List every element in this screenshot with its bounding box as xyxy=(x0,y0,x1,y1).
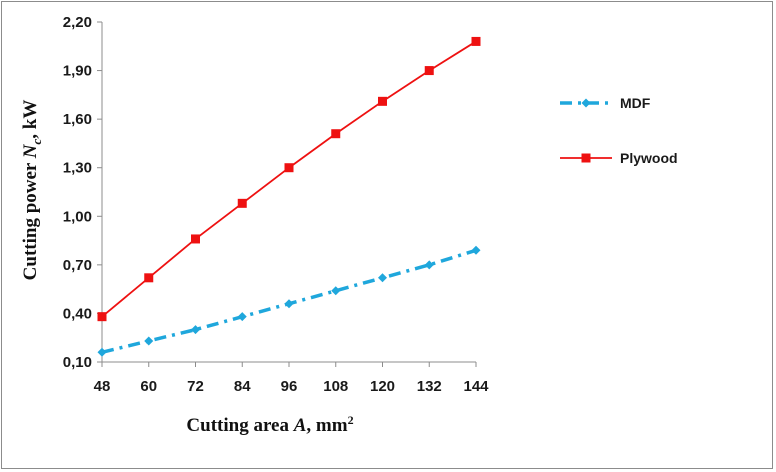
x-axis-title-sup: 2 xyxy=(348,413,354,427)
data-point-plywood xyxy=(378,96,387,106)
data-point-plywood xyxy=(97,312,107,322)
axes xyxy=(101,22,476,363)
legend-label-mdf: MDF xyxy=(620,95,651,111)
legend-label-plywood: Plywood xyxy=(620,150,678,166)
x-tick-labels: 48 60 72 84 96 108 120 132 144 xyxy=(94,362,489,395)
data-point-mdf xyxy=(144,336,154,346)
x-tick-label: 48 xyxy=(94,378,111,395)
series-markers xyxy=(97,36,481,357)
data-point-plywood xyxy=(144,273,154,283)
data-point-mdf xyxy=(378,273,387,283)
data-point-mdf xyxy=(237,312,247,322)
y-tick-label: 1,90 xyxy=(63,63,92,80)
data-point-mdf xyxy=(191,325,200,335)
x-tick-label: 120 xyxy=(370,378,395,395)
y-tick-label: 1,00 xyxy=(63,208,92,225)
y-axis-title-var: N xyxy=(20,143,41,159)
y-tick-label: 2,20 xyxy=(63,14,92,31)
data-point-mdf xyxy=(97,347,107,357)
y-tick-labels: 0,10 0,40 0,70 1,00 1,30 1,60 1,90 2,20 xyxy=(63,14,102,371)
data-point-mdf xyxy=(331,286,341,296)
legend-marker-mdf xyxy=(581,98,591,108)
x-axis-title-text: Cutting area xyxy=(186,415,293,436)
x-tick-label: 132 xyxy=(417,378,442,395)
data-point-plywood xyxy=(191,234,200,244)
data-point-plywood xyxy=(237,198,247,208)
legend: MDF Plywood xyxy=(560,95,678,166)
y-tick-label: 1,30 xyxy=(63,160,92,177)
data-point-mdf xyxy=(424,260,434,270)
data-point-plywood xyxy=(331,129,341,139)
data-point-plywood xyxy=(424,66,434,76)
data-point-mdf xyxy=(471,245,481,255)
x-tick-label: 108 xyxy=(323,378,348,395)
x-tick-label: 96 xyxy=(281,378,298,395)
y-axis-title-sub: c xyxy=(29,139,44,145)
y-tick-label: 1,60 xyxy=(63,111,92,128)
data-point-plywood xyxy=(284,163,294,173)
x-tick-label: 84 xyxy=(234,378,251,395)
x-axis-title-unit: , mm xyxy=(306,415,347,436)
y-axis-title-unit: , kW xyxy=(20,100,41,139)
y-tick-label: 0,10 xyxy=(63,354,92,371)
data-point-plywood xyxy=(471,36,481,46)
x-tick-label: 72 xyxy=(187,378,204,395)
data-point-mdf xyxy=(284,299,294,309)
y-axis-title-text: Cutting power xyxy=(20,158,41,280)
y-tick-label: 0,40 xyxy=(63,305,92,322)
x-tick-label: 144 xyxy=(463,378,489,395)
series-line-plywood xyxy=(101,40,477,318)
legend-marker-plywood xyxy=(581,153,591,163)
x-axis-title: Cutting area A, mm2 xyxy=(186,413,353,436)
y-tick-label: 0,70 xyxy=(63,257,92,274)
x-axis-title-var: A xyxy=(293,415,307,436)
x-tick-label: 60 xyxy=(140,378,157,395)
y-axis-title: Cutting power Nc, kW xyxy=(20,100,44,281)
